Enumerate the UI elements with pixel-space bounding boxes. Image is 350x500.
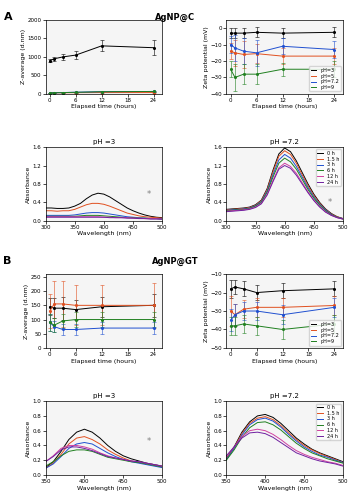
Title: pH =3: pH =3 [93, 140, 115, 145]
Y-axis label: Zeta potential (mV): Zeta potential (mV) [204, 280, 209, 342]
Legend: pH=3, pH=5, pH=7.2, pH=9: pH=3, pH=5, pH=7.2, pH=9 [309, 66, 341, 92]
Y-axis label: Z-average (d.nm): Z-average (d.nm) [25, 284, 29, 339]
Text: *: * [147, 190, 151, 200]
Y-axis label: Absorbance: Absorbance [26, 166, 31, 202]
X-axis label: Wavelength (nm): Wavelength (nm) [77, 232, 131, 236]
Text: *: * [328, 198, 332, 206]
Title: pH =3: pH =3 [93, 394, 115, 400]
Text: *: * [328, 437, 332, 446]
X-axis label: Wavelength (nm): Wavelength (nm) [258, 486, 312, 490]
X-axis label: Elapsed time (hours): Elapsed time (hours) [71, 358, 136, 364]
Y-axis label: Absorbance: Absorbance [207, 166, 212, 202]
Text: A: A [4, 12, 12, 22]
Text: AgNP@GT: AgNP@GT [152, 256, 198, 266]
X-axis label: Elapsed time (hours): Elapsed time (hours) [252, 358, 317, 364]
Y-axis label: Absorbance: Absorbance [207, 420, 212, 457]
Legend: 0 h, 1.5 h, 3 h, 6 h, 12 h, 24 h: 0 h, 1.5 h, 3 h, 6 h, 12 h, 24 h [316, 404, 341, 440]
X-axis label: Elapsed time (hours): Elapsed time (hours) [252, 104, 317, 110]
Y-axis label: Zeta potential (mV): Zeta potential (mV) [204, 26, 209, 88]
Text: *: * [147, 437, 151, 446]
X-axis label: Elapsed time (hours): Elapsed time (hours) [71, 104, 136, 110]
X-axis label: Wavelength (nm): Wavelength (nm) [258, 232, 312, 236]
Legend: pH=3, pH=5, pH=7.2, pH=9: pH=3, pH=5, pH=7.2, pH=9 [309, 320, 341, 345]
Title: pH =7.2: pH =7.2 [270, 140, 299, 145]
Text: AgNP@C: AgNP@C [155, 12, 195, 22]
Y-axis label: Absorbance: Absorbance [26, 420, 31, 457]
Legend: 0 h, 1.5 h, 3 h, 6 h, 12 h, 24 h: 0 h, 1.5 h, 3 h, 6 h, 12 h, 24 h [316, 150, 341, 186]
Y-axis label: Z-average (d.nm): Z-average (d.nm) [21, 30, 26, 84]
Text: B: B [4, 256, 12, 266]
X-axis label: Wavelength (nm): Wavelength (nm) [77, 486, 131, 490]
Title: pH =7.2: pH =7.2 [270, 394, 299, 400]
